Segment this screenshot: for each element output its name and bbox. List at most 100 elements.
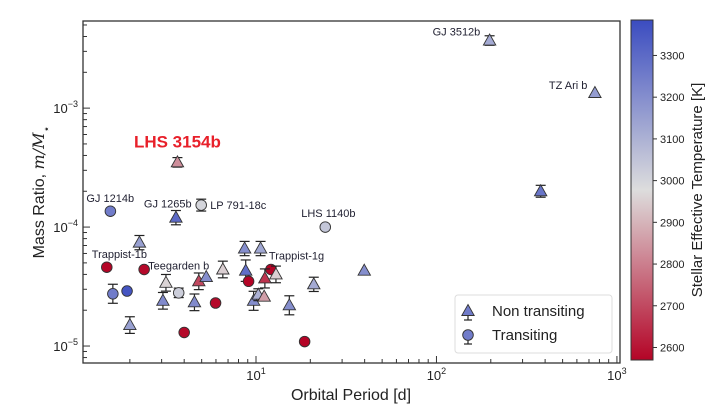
marker bbox=[253, 241, 268, 254]
y-tick-exp: −3 bbox=[68, 99, 78, 109]
transiting-point bbox=[242, 275, 255, 288]
y-tick-base: 10 bbox=[53, 220, 67, 235]
marker bbox=[155, 293, 170, 306]
transiting-point bbox=[121, 285, 133, 297]
marker bbox=[107, 288, 119, 300]
marker bbox=[533, 183, 548, 197]
marker bbox=[187, 294, 202, 308]
y-tick-exp: −5 bbox=[68, 337, 78, 347]
transiting-point: LP 791-18c bbox=[195, 198, 267, 212]
colorbar-tick-label: 2700 bbox=[660, 301, 684, 313]
legend-box bbox=[454, 294, 613, 354]
marker bbox=[357, 263, 372, 276]
marker bbox=[587, 85, 602, 98]
x-tick-base: 10 bbox=[607, 368, 621, 383]
circle-icon bbox=[462, 329, 474, 341]
marker bbox=[257, 289, 272, 302]
x-tick-exp: 1 bbox=[261, 366, 266, 376]
non-transiting-point bbox=[257, 289, 272, 302]
marker bbox=[158, 275, 173, 288]
colorbar-tick-label: 2900 bbox=[660, 217, 684, 229]
x-tick-base: 10 bbox=[246, 368, 260, 383]
x-tick-label: 101 bbox=[246, 366, 265, 383]
point-label: LHS 1140b bbox=[301, 208, 355, 220]
marker bbox=[172, 287, 185, 299]
point-label: GJ 1265b bbox=[144, 199, 192, 211]
point-label: Teegarden b bbox=[148, 260, 209, 272]
non-transiting-point: LHS 3154b bbox=[134, 132, 221, 168]
non-transiting-point bbox=[215, 260, 230, 279]
transiting-point: GJ 1214b bbox=[86, 193, 134, 217]
colorbar-label: Stellar Effective Temperature [K] bbox=[689, 83, 706, 298]
colorbar: 2600 2700 2800 2900 3000 3100 3200 3300 bbox=[630, 19, 684, 361]
y-tick-label: 10−3 bbox=[53, 99, 78, 116]
non-transiting-point: TZ Ari b bbox=[549, 80, 602, 98]
x-axis-label: Orbital Period [d] bbox=[291, 387, 411, 404]
y-tick-exp: −4 bbox=[68, 218, 78, 228]
y-axis-label: Mass Ratio, m/M⋆ bbox=[29, 126, 53, 259]
marker bbox=[178, 326, 190, 339]
point-label: LP 791-18c bbox=[210, 200, 267, 212]
marker bbox=[319, 221, 332, 233]
triangle-icon bbox=[461, 303, 475, 316]
non-transiting-point: GJ 1265b bbox=[144, 199, 192, 226]
legend-label: Transiting bbox=[492, 327, 557, 344]
transiting-point bbox=[298, 335, 311, 348]
marker bbox=[257, 271, 272, 284]
point-label: Trappist-1b bbox=[92, 249, 147, 261]
marker bbox=[104, 205, 117, 217]
marker bbox=[195, 199, 207, 211]
y-tick-label: 10−4 bbox=[53, 218, 78, 235]
y-tick-label: 10−5 bbox=[53, 337, 78, 354]
non-transiting-point bbox=[357, 263, 372, 276]
transiting-point bbox=[172, 287, 185, 299]
non-transiting-point bbox=[268, 265, 283, 284]
marker bbox=[268, 266, 283, 280]
marker bbox=[482, 33, 497, 46]
colorbar-scale bbox=[630, 19, 654, 361]
marker bbox=[121, 285, 133, 297]
transiting-point: Teegarden b bbox=[138, 260, 209, 276]
legend-label: Non transiting bbox=[492, 303, 585, 320]
colorbar-tick-label: 3200 bbox=[660, 92, 684, 104]
marker bbox=[298, 335, 311, 348]
x-tick-base: 10 bbox=[427, 368, 441, 383]
legend: Non transiting Transiting bbox=[454, 294, 613, 354]
marker bbox=[282, 297, 297, 311]
transiting-point bbox=[209, 297, 222, 309]
non-transiting-point: GJ 3512b bbox=[433, 27, 497, 46]
marker bbox=[306, 276, 321, 290]
non-transiting-point bbox=[199, 269, 214, 283]
marker bbox=[242, 275, 255, 288]
marker bbox=[199, 269, 214, 283]
marker bbox=[132, 235, 147, 248]
non-transiting-point bbox=[132, 234, 147, 251]
marker bbox=[122, 317, 137, 331]
axes-frame bbox=[82, 20, 621, 364]
colorbar-tick-label: 3000 bbox=[660, 176, 684, 188]
marker bbox=[138, 263, 150, 276]
non-transiting-point bbox=[257, 268, 272, 289]
marker bbox=[215, 262, 230, 275]
non-transiting-point bbox=[246, 290, 261, 311]
non-transiting-point bbox=[122, 316, 137, 335]
y-tick-base: 10 bbox=[53, 101, 67, 116]
colorbar-tick-label: 2600 bbox=[660, 342, 684, 354]
marker bbox=[170, 154, 185, 168]
non-transiting-point bbox=[237, 240, 252, 257]
non-transiting-point bbox=[155, 291, 170, 310]
point-label: TZ Ari b bbox=[549, 80, 588, 92]
transiting-point bbox=[178, 326, 190, 339]
point-label: GJ 1214b bbox=[86, 193, 134, 205]
non-transiting-point bbox=[533, 183, 548, 198]
point-label: GJ 3512b bbox=[433, 27, 481, 39]
point-label: LHS 3154b bbox=[134, 132, 221, 151]
transiting-point: Trappist-1b bbox=[92, 249, 147, 273]
non-transiting-point bbox=[306, 276, 321, 293]
x-tick-exp: 3 bbox=[622, 366, 627, 376]
colorbar-tick-label: 3100 bbox=[660, 134, 684, 146]
transiting-point: LHS 1140b bbox=[301, 208, 355, 233]
y-tick-base: 10 bbox=[53, 339, 67, 354]
